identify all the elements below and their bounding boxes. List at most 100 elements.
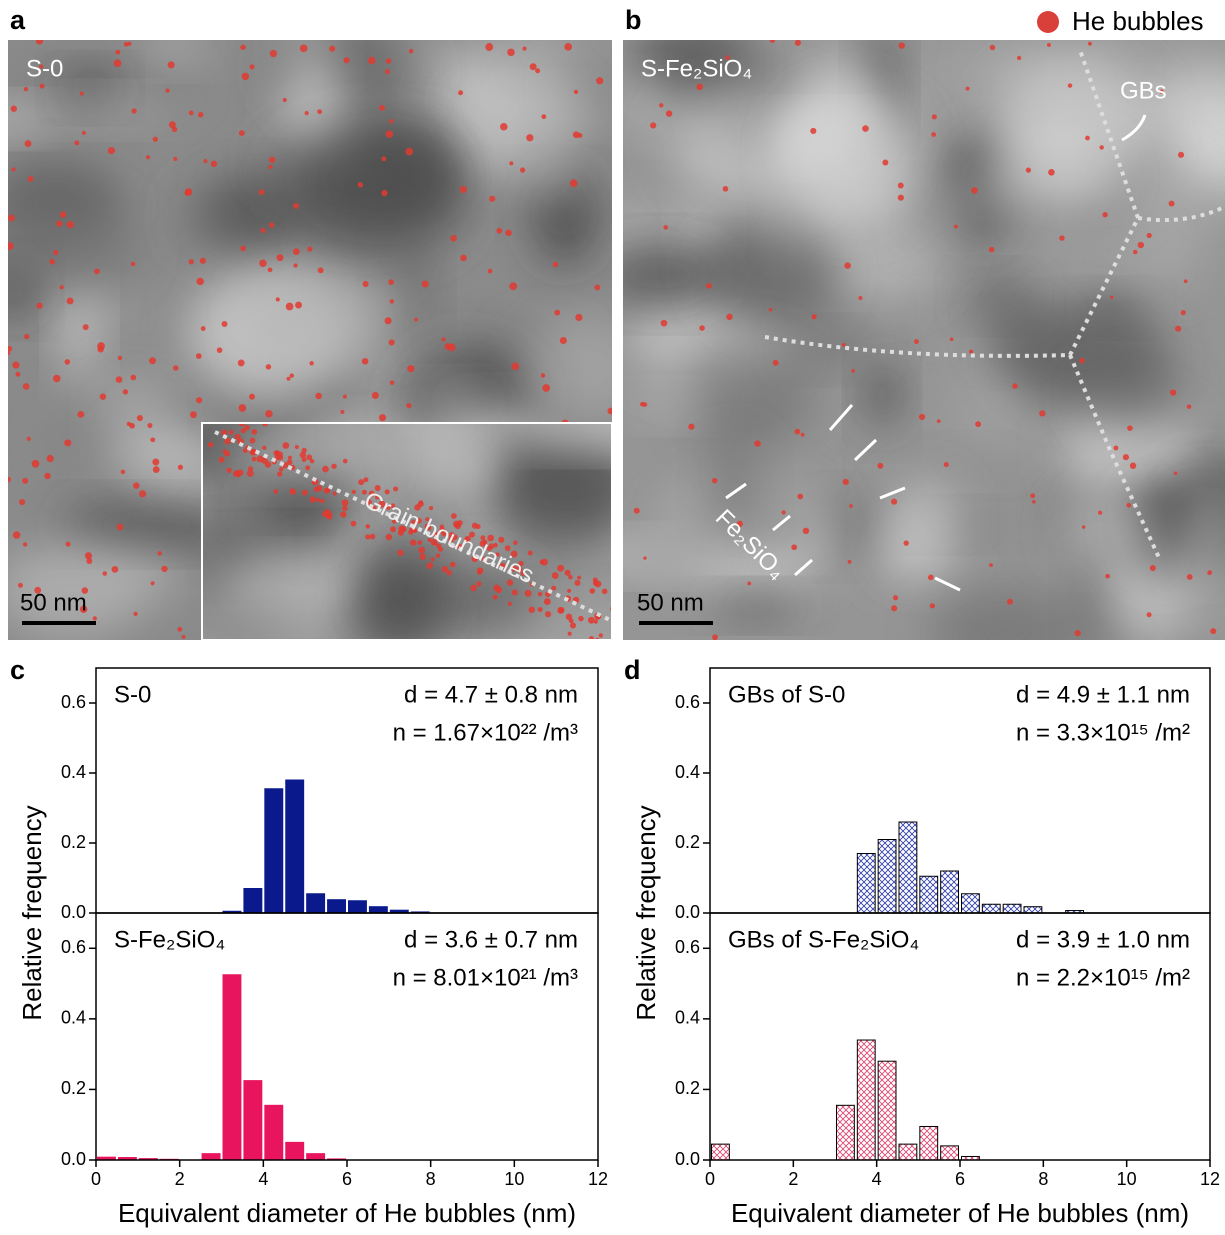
bubble-dot <box>238 404 247 412</box>
bubble-dot <box>435 553 441 558</box>
bubble-dot <box>391 519 397 524</box>
x-tick-label: 12 <box>1200 1169 1220 1189</box>
bubble-dot <box>199 257 206 264</box>
bubble-dot <box>59 285 64 290</box>
chart-label: S-0 <box>114 681 151 708</box>
bubble-dot <box>460 254 467 262</box>
bubble-dot <box>1067 83 1073 88</box>
bubble-dot <box>265 410 273 418</box>
bubble-dot <box>769 40 776 43</box>
bubble-dot <box>278 467 284 472</box>
texture <box>424 381 479 416</box>
bubble-dot <box>378 414 387 422</box>
bar <box>940 870 960 914</box>
bubble-dot <box>1085 135 1090 141</box>
bubble-dot <box>712 634 718 640</box>
x-tick-label: 10 <box>1117 1169 1137 1189</box>
bubble-dot <box>26 436 31 441</box>
panel-letter: c <box>10 655 25 685</box>
bubble-dot <box>554 309 561 316</box>
bubble-dot <box>56 220 63 227</box>
bubble-dot <box>79 605 88 614</box>
x-tick-label: 8 <box>1038 1169 1048 1189</box>
bubble-dot <box>316 498 321 503</box>
bubble-dot <box>264 461 272 468</box>
bubble-dot <box>537 607 543 612</box>
bubble-dot <box>342 458 348 464</box>
bubble-dot <box>441 531 447 537</box>
bubble-dot <box>607 407 612 415</box>
bubble-dot <box>565 613 573 621</box>
bubble-dot <box>184 189 191 196</box>
bubble-dot <box>146 155 151 160</box>
bubble-dot <box>241 72 250 81</box>
bubble-dot <box>573 89 579 95</box>
bubble-dot <box>210 160 218 168</box>
bubble-dot <box>768 307 773 312</box>
bubble-dot <box>1132 249 1138 255</box>
x-axis-label: Equivalent diameter of He bubbles (nm) <box>731 1198 1189 1228</box>
bubble-dot <box>24 140 32 148</box>
texture <box>515 81 586 207</box>
bubble-dot <box>286 459 293 466</box>
bubble-dot <box>1079 357 1085 364</box>
bubble-dot <box>577 575 582 580</box>
bubble-dot <box>152 458 160 466</box>
bubble-dot <box>397 549 404 556</box>
bubble-dot <box>94 268 100 275</box>
bubble-dot <box>418 546 426 554</box>
bubble-dot <box>17 582 23 588</box>
bubble-dot <box>447 343 456 352</box>
bubble-dot <box>416 517 422 524</box>
bubble-dot <box>15 371 21 377</box>
bubble-dot <box>578 615 584 622</box>
bubble-dot <box>149 357 156 365</box>
bubble-dot <box>408 48 414 54</box>
bubble-dot <box>1012 383 1018 389</box>
bubble-dot <box>107 147 116 155</box>
bar <box>1002 903 1022 914</box>
texture <box>280 122 447 235</box>
bubble-dot <box>1127 425 1133 431</box>
bubble-dot <box>222 449 227 454</box>
bubble-dot <box>459 185 467 194</box>
bubble-dot <box>216 347 223 353</box>
image-annotation: GBs <box>1120 77 1167 104</box>
bubble-dot <box>557 564 565 572</box>
panel-letter: d <box>624 655 641 685</box>
bubble-dot <box>642 402 648 407</box>
bubble-dot <box>39 64 44 69</box>
bar <box>877 1060 897 1161</box>
y-tick-label: 0.0 <box>61 1149 86 1169</box>
bubble-dot <box>343 57 350 64</box>
bubble-dot <box>1109 295 1114 300</box>
bubble-dot <box>295 301 303 309</box>
bubble-dot <box>754 440 761 447</box>
texture <box>732 453 811 488</box>
y-tick-label: 0.0 <box>61 902 86 922</box>
x-tick-label: 4 <box>258 1169 268 1189</box>
bubble-dot <box>133 611 138 617</box>
texture <box>523 314 612 423</box>
bubble-dot <box>794 40 801 46</box>
y-tick-label: 0.4 <box>61 762 86 782</box>
bubble-dot <box>688 423 695 430</box>
bubble-dot <box>240 245 246 252</box>
bubble-dot <box>129 422 135 429</box>
bubble-dot <box>537 591 543 597</box>
bubble-dot <box>384 69 390 75</box>
bubble-dot <box>971 187 978 194</box>
bubble-dot <box>234 433 241 440</box>
bubble-dot <box>325 510 333 518</box>
bubble-dot <box>1016 55 1022 61</box>
bubble-dot <box>273 489 279 494</box>
bubble-dot <box>406 403 412 409</box>
bubble-dot <box>294 444 299 450</box>
bubble-dot <box>282 98 287 103</box>
inset-micrograph <box>202 423 612 640</box>
bubble-dot <box>903 540 909 546</box>
bar <box>264 1104 284 1161</box>
y-tick-label: 0.4 <box>675 762 700 782</box>
bubble-dot <box>436 543 442 549</box>
